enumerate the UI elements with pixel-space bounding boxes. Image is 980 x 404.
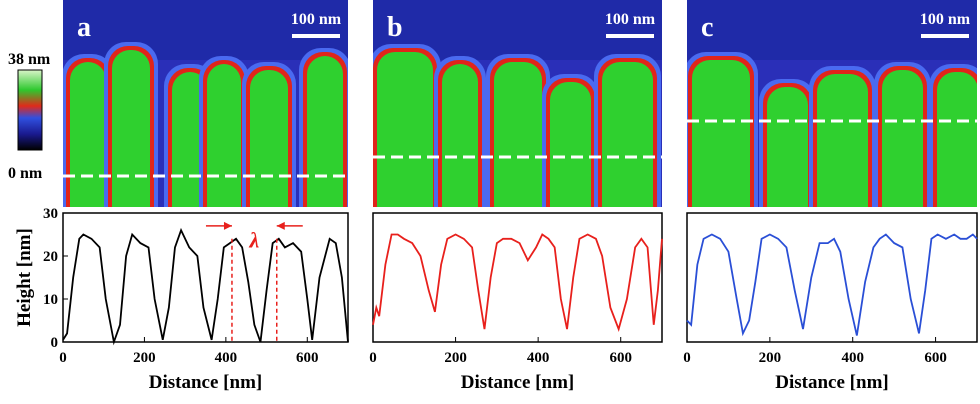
domain [602,62,653,207]
colorbar-max-label: 38 nm [8,51,51,68]
x-axis-label: Distance [nm] [775,372,888,393]
x-tick-label: 0 [683,350,691,366]
x-tick-label: 200 [133,350,156,366]
image-top [63,0,348,60]
scale-bar-label: 100 nm [920,11,971,28]
y-tick-label: 10 [43,292,58,308]
x-tick-label: 0 [59,350,67,366]
afm-image [373,0,662,207]
profile-curve [62,227,349,346]
y-tick-label: 20 [43,249,58,265]
domain [937,72,977,207]
afm-image [63,0,348,207]
domain [692,60,750,207]
domain [377,52,433,207]
profile-curve [372,233,663,332]
domain [172,72,208,207]
x-tick-label: 200 [444,350,467,366]
scale-bar-label: 100 nm [291,11,342,28]
domain [250,70,288,207]
plot-frame [62,212,349,343]
domain [307,56,343,207]
x-tick-label: 600 [924,350,947,366]
x-tick-label: 400 [215,350,238,366]
x-tick-label: 200 [759,350,782,366]
x-tick-label: 0 [369,350,377,366]
domain [550,82,591,207]
domain [70,62,106,207]
domain [207,64,241,207]
panel-label: c [701,12,713,43]
colorbar [17,69,43,151]
colorbar-min-label: 0 nm [8,165,43,182]
domain [817,74,868,207]
y-tick-label: 30 [43,206,58,222]
afm-images [63,0,977,207]
annotation-arrowhead [276,221,285,230]
plot-frame [686,212,978,343]
x-axis-label: Distance [nm] [461,372,574,393]
domain [882,70,923,207]
panel-label: b [387,12,403,43]
x-tick-label: 400 [527,350,550,366]
domain [767,87,808,207]
profile-curve [686,233,978,337]
annotation-label: λ [248,227,259,252]
domain [112,50,150,207]
domain [494,62,542,207]
domain [442,64,478,207]
y-tick-label: 0 [51,335,59,351]
x-tick-label: 600 [609,350,632,366]
plot-frame [372,212,663,343]
x-tick-label: 400 [841,350,864,366]
scale-bar-label: 100 nm [605,11,656,28]
image-top [687,0,977,60]
panel-label: a [77,12,91,43]
x-tick-label: 600 [296,350,319,366]
y-axis-label: Height [nm] [14,228,35,327]
x-axis-label: Distance [nm] [149,372,262,393]
annotation-arrowhead [223,221,232,230]
